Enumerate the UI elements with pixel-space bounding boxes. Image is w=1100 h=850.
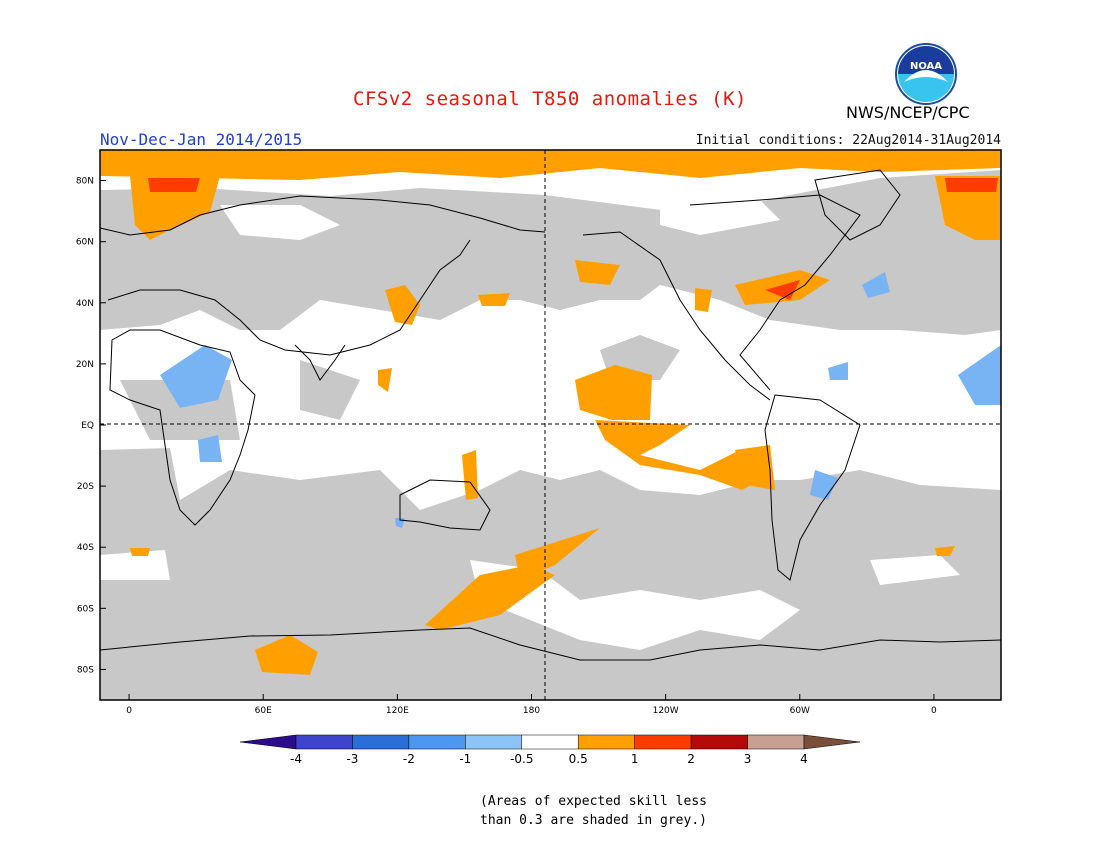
orange-small-south-atlantic-2 [935,546,955,556]
lon-label: 120E [386,706,409,716]
coast-antarctica [100,627,1001,661]
orange-south-america-west [735,445,775,490]
lon-label: 0 [126,706,132,716]
coastlines [100,169,1001,661]
colorbar: -4 -3 -2 -1 -0.5 0.5 1 2 3 4 [239,734,861,766]
lon-label: 60E [255,706,272,716]
map-title: CFSv2 seasonal T850 anomalies (K) [353,88,747,110]
lat-label: 80S [77,665,94,675]
white-hole-eurasia [220,205,340,240]
orange-arctic-band [100,150,1001,180]
orange-rockies [695,288,712,312]
colorbar-swatch [352,734,410,750]
colorbar-label: 3 [744,752,752,766]
orange-antarctica [255,635,318,675]
coast-australia [399,479,491,531]
coast-eurasia-north [100,195,546,236]
blue-south-america [810,470,838,500]
coast-africa [109,329,256,526]
blue-central-africa [198,435,222,462]
coast-india [294,344,346,381]
colorbar-label: 0.5 [569,752,588,766]
coast-greenland [814,169,901,241]
red-arctic-west [148,178,200,192]
white-hole-arctic [660,200,780,235]
noaa-logo-text: NOAA [910,61,942,72]
orange-japan [478,293,510,306]
orange-east-asia [385,285,420,325]
white-hole-southern-ocean [470,560,800,650]
coast-eurasia-south [107,239,471,356]
forecast-period: Nov-Dec-Jan 2014/2015 [100,130,303,149]
agency-label: NWS/NCEP/CPC [846,103,970,122]
colorbar-label: -1 [459,752,471,766]
colorbar-label: -2 [403,752,415,766]
colorbar-label: -3 [346,752,358,766]
grey-indian-ocean [300,360,360,420]
red-arctic-east [945,178,998,192]
white-hole-south-atlantic [100,550,170,580]
lat-label: 60N [76,238,94,248]
colorbar-label: 1 [631,752,639,766]
skill-footnote: (Areas of expected skill less than 0.3 a… [480,794,707,828]
colorbar-swatch [634,734,692,750]
colorbar-arrow-high [803,734,861,750]
colorbar-label: -0.5 [510,752,533,766]
colorbar-label: 4 [800,752,808,766]
lat-label: 80N [76,177,94,187]
blue-tropical-atlantic [828,362,848,380]
lon-label: 120W [653,706,679,716]
orange-central-pacific [575,365,652,420]
colorbar-swatch [577,734,635,750]
lat-label: EQ [81,421,94,431]
initial-conditions: Initial conditions: 22Aug2014-31Aug2014 [695,133,1001,148]
colorbar-arrow-low [239,734,297,750]
lat-label: 40N [76,299,94,309]
colorbar-label: 2 [687,752,695,766]
positive-anomaly-regions [100,150,1001,675]
lon-label: 180 [523,706,540,716]
colorbar-swatch [465,734,523,750]
orange-south-china-sea [378,368,392,392]
coast-north-america-west [582,231,771,401]
colorbar-label: -4 [290,752,302,766]
lat-label: 20N [76,360,94,370]
colorbar-swatch [747,734,805,750]
orange-north-pacific [575,260,620,285]
lon-label: 60W [790,706,810,716]
colorbar-swatch [295,734,353,750]
red-east-north-america [765,280,800,300]
lat-label: 40S [77,543,94,553]
orange-southern-ocean [425,565,555,630]
colorbar-swatch [521,734,579,750]
blue-north-africa [160,345,232,408]
lat-label: 60S [77,604,94,614]
orange-tasman-1 [515,528,600,580]
orange-small-south-atlantic [130,548,150,556]
colorbar-swatch [408,734,466,750]
white-hole-south-atlantic-east [870,555,960,585]
coast-south-america [764,394,861,581]
coast-north-america-east [689,194,861,391]
lat-label: 20S [77,482,94,492]
negative-anomaly-regions [160,272,1001,528]
noaa-logo: NOAA [894,42,958,106]
lon-label: 0 [931,706,937,716]
colorbar-swatch [690,734,748,750]
axis-labels: 80N 60N 40N 20N EQ 20S 40S 60S 80S 0 60E 120E 180 120… [76,177,937,716]
orange-enso-tongue [595,420,760,490]
blue-north-atlantic [862,272,890,298]
blue-africa-east [958,345,1001,405]
